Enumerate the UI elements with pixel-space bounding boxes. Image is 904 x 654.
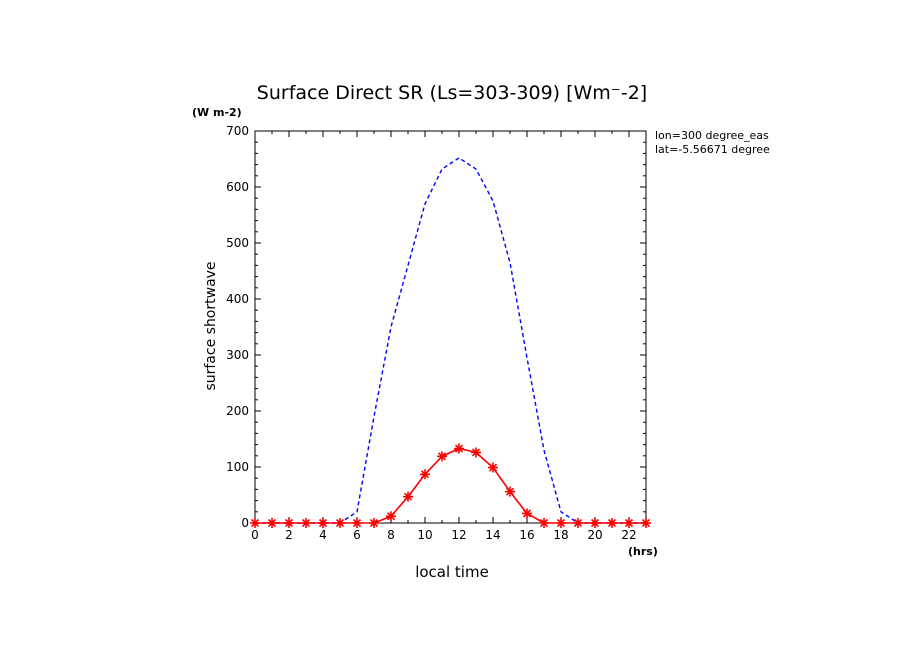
plot-frame: [254, 130, 647, 524]
series-1-point: [624, 518, 634, 528]
series-1-point: [641, 518, 651, 528]
annotation-lat: lat=-5.56671 degree: [655, 143, 770, 156]
series-line-1: [255, 447, 646, 524]
series-1-point: [420, 469, 430, 480]
series-1-point: [539, 518, 549, 528]
series-1-point: [318, 518, 328, 528]
y-tick-label: 700: [226, 124, 249, 138]
series-1-point: [352, 518, 362, 528]
chart-title: Surface Direct SR (Ls=303-309) [Wm⁻-2]: [257, 82, 647, 104]
series-1-point: [437, 451, 447, 462]
x-tick-label: 6: [353, 528, 361, 542]
x-tick-label: 4: [319, 528, 327, 542]
series-1-point: [556, 518, 566, 528]
series-1-point: [454, 443, 464, 454]
series-1-point: [301, 518, 311, 528]
plot-area: [250, 157, 651, 528]
x-axis-unit: (hrs): [628, 545, 658, 558]
y-tick-label: 100: [226, 460, 249, 474]
x-tick-label: 8: [387, 528, 395, 542]
series-1-point: [267, 518, 277, 528]
y-axis-label: surface shortwave: [203, 261, 219, 390]
series-1-point: [590, 518, 600, 528]
series-1-point: [250, 518, 260, 528]
y-tick-label: 300: [226, 348, 249, 362]
y-tick-label: 400: [226, 292, 249, 306]
x-tick-label: 20: [587, 528, 602, 542]
series-1-point: [573, 518, 583, 528]
series-1-point: [522, 508, 532, 519]
x-tick-label: 0: [251, 528, 259, 542]
x-tick-label: 10: [417, 528, 432, 542]
series-1-point: [607, 518, 617, 528]
x-tick-label: 12: [451, 528, 466, 542]
axes: 0 2 4 6 8 10 12 14 16 18 20 22 0 100 200 300 400 500 600 70…: [226, 124, 647, 542]
x-tick-label: 18: [553, 528, 568, 542]
x-tick-label: 16: [519, 528, 534, 542]
y-tick-label: 200: [226, 404, 249, 418]
series-1-point: [284, 518, 294, 528]
series-1-point: [335, 518, 345, 528]
series-1-point: [505, 486, 515, 497]
x-tick-label: 14: [485, 528, 500, 542]
series-line-0: [255, 157, 646, 524]
x-tick-label: 2: [285, 528, 293, 542]
annotation-lon: lon=300 degree_eas: [655, 129, 769, 142]
y-tick-label: 500: [226, 236, 249, 250]
y-tick-label: 600: [226, 180, 249, 194]
series-1-point: [403, 491, 413, 502]
series-1-point: [471, 447, 481, 458]
y-axis-unit: (W m-2): [192, 106, 242, 119]
series-1-point: [386, 511, 396, 522]
y-tick-label: 0: [241, 516, 249, 530]
series-1-point: [488, 462, 498, 473]
x-tick-label: 22: [621, 528, 636, 542]
x-axis-label: local time: [415, 563, 489, 581]
series-1-point: [369, 518, 379, 528]
